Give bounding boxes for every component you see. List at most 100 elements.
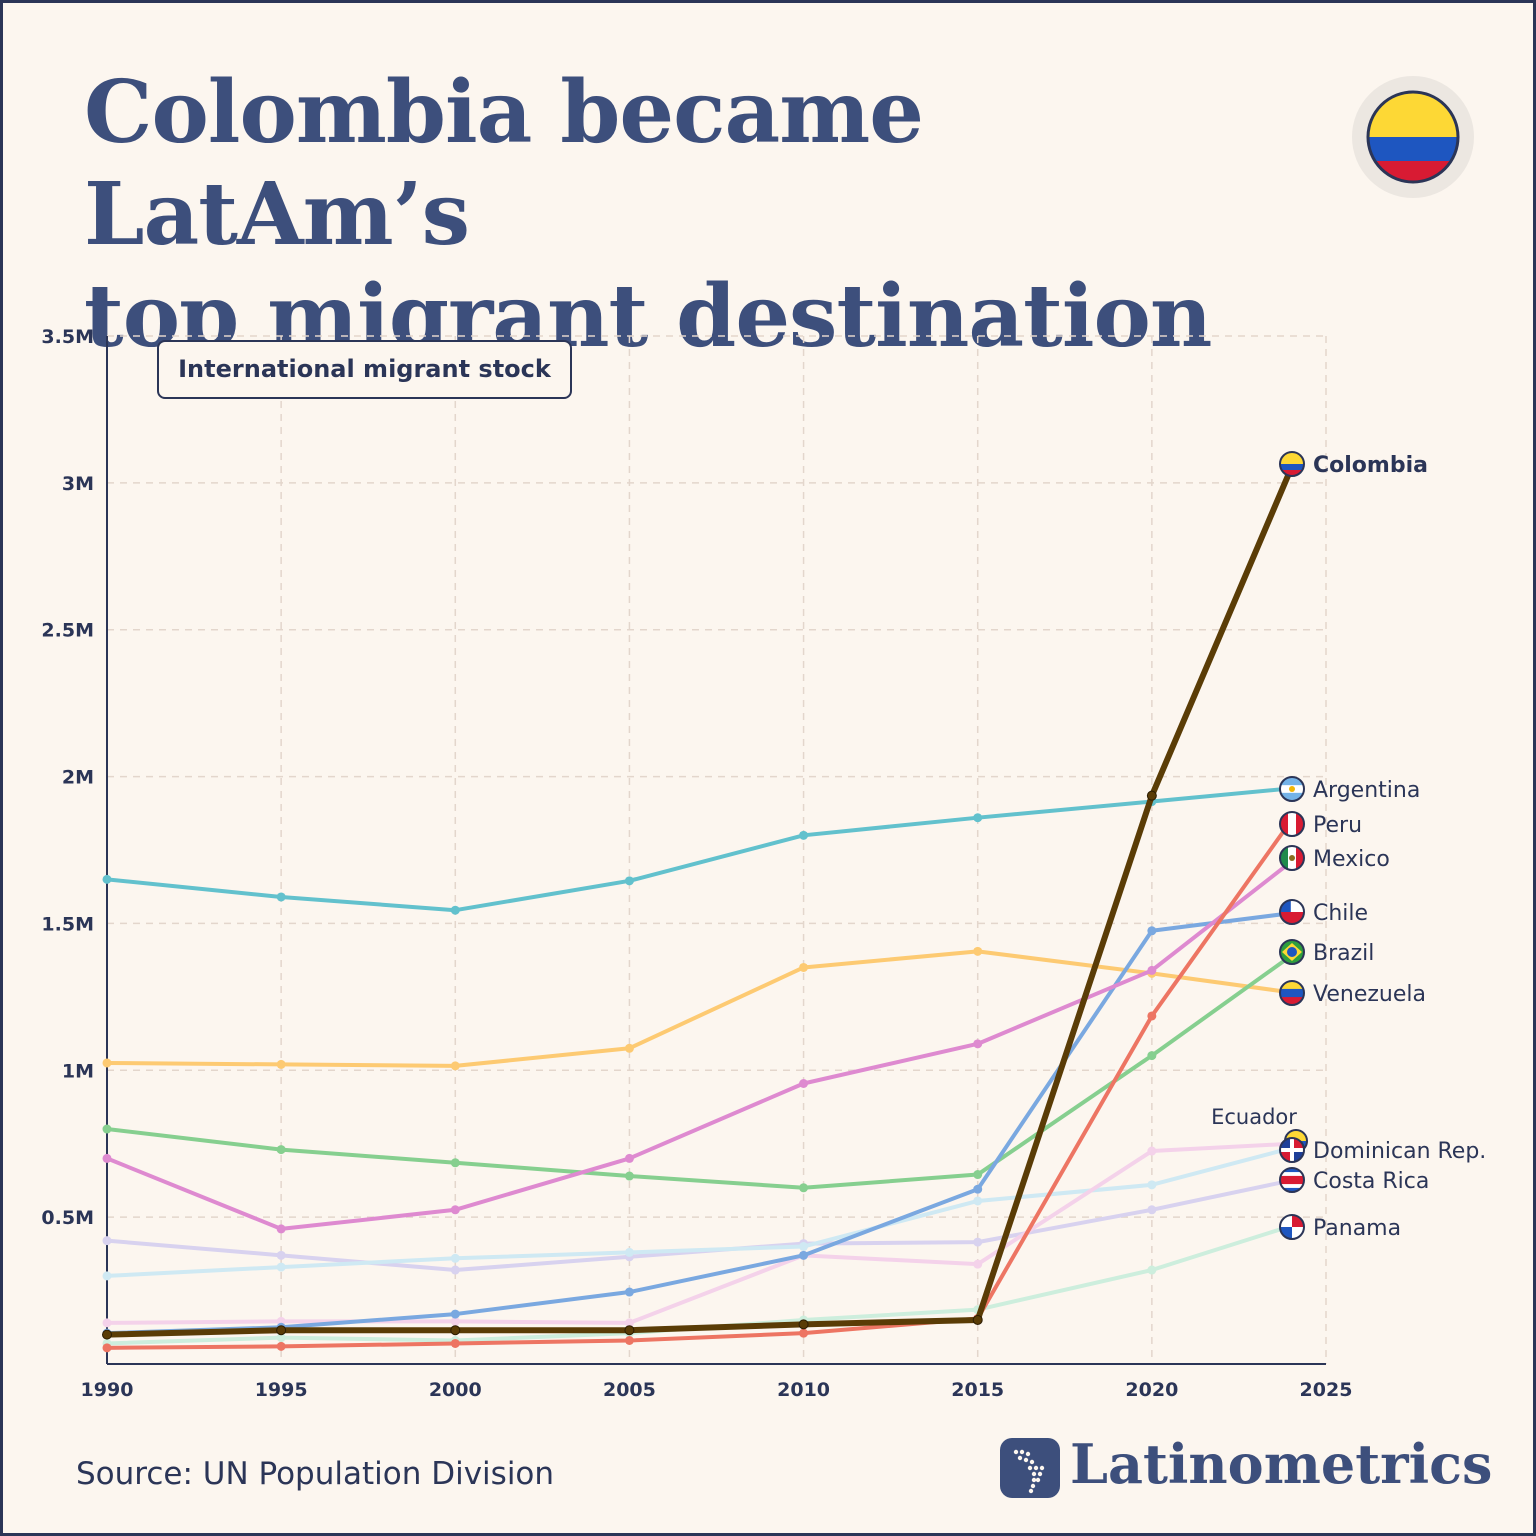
data-point	[624, 1325, 635, 1336]
panama-flag-icon	[1279, 1214, 1305, 1240]
chile-flag-icon	[1279, 899, 1305, 925]
data-point	[450, 1253, 460, 1263]
data-point	[450, 1265, 460, 1275]
source-note: Source: UN Population Division	[76, 1456, 555, 1492]
data-point	[973, 1039, 983, 1049]
data-point	[102, 1124, 112, 1134]
data-point	[1147, 1265, 1157, 1275]
data-point	[450, 1325, 461, 1336]
series-venezuela	[102, 946, 1296, 1071]
x-tick-label: 2000	[429, 1379, 482, 1401]
series-line	[105, 818, 1294, 1350]
series-lines	[102, 463, 1297, 1353]
data-point	[624, 1247, 634, 1257]
data-point	[799, 1250, 809, 1260]
y-tick-label: 3.5M	[41, 326, 94, 348]
data-point	[799, 830, 809, 840]
data-point	[276, 1325, 287, 1336]
colombia-flag-icon	[1352, 76, 1474, 198]
data-point	[276, 1250, 286, 1260]
series-line	[104, 465, 1295, 1338]
data-point	[450, 1316, 460, 1326]
data-point	[624, 1336, 634, 1346]
data-point	[450, 905, 460, 915]
series-label-ecuador: Ecuador	[1211, 1105, 1297, 1129]
peru-flag-icon	[1279, 811, 1305, 837]
series-label-peru: Peru	[1313, 813, 1362, 838]
series-label-colombia: Colombia	[1313, 453, 1428, 478]
data-point	[624, 1287, 634, 1297]
series-label-brazil: Brazil	[1313, 941, 1374, 966]
data-point	[1147, 1205, 1157, 1215]
data-point	[102, 1058, 112, 1068]
series-brazil	[102, 951, 1296, 1193]
data-point	[624, 1318, 634, 1328]
series-label-argentina: Argentina	[1313, 778, 1420, 803]
data-point	[276, 1333, 286, 1343]
dominican-rep--flag-icon	[1279, 1137, 1305, 1163]
data-point	[799, 962, 809, 972]
data-point	[276, 1262, 286, 1272]
series-label-mexico: Mexico	[1313, 847, 1390, 872]
brand-name: Latinometrics	[1070, 1432, 1493, 1496]
data-point	[973, 946, 983, 956]
series-mexico	[102, 857, 1296, 1234]
series-label-panama: Panama	[1313, 1216, 1401, 1241]
venezuela-flag-icon	[1279, 980, 1305, 1006]
series-label-venezuela: Venezuela	[1313, 982, 1426, 1007]
data-point	[102, 1343, 112, 1353]
data-point	[102, 1271, 112, 1281]
data-point	[450, 1061, 460, 1071]
data-point	[1147, 965, 1157, 975]
data-point	[973, 1259, 983, 1269]
series-line	[105, 953, 1294, 1190]
data-point	[973, 813, 983, 823]
data-point	[624, 1153, 634, 1163]
series-label-chile: Chile	[1313, 901, 1368, 926]
y-tick-label: 1.5M	[41, 913, 94, 935]
data-point	[450, 1158, 460, 1168]
series-labels: Ecuador Colombia Argentina Peru Mexico Chile B…	[1211, 451, 1486, 1241]
data-point	[624, 876, 634, 886]
data-point	[102, 1236, 112, 1246]
data-point	[276, 892, 286, 902]
data-point	[973, 1237, 983, 1247]
series-label-dominican-rep-: Dominican Rep.	[1313, 1139, 1486, 1164]
data-point	[276, 1059, 286, 1069]
series-line	[105, 859, 1294, 1231]
data-point	[102, 1153, 112, 1163]
series-line	[105, 911, 1294, 1336]
data-point	[1147, 1051, 1157, 1061]
y-tick-label: 0.5M	[41, 1207, 94, 1229]
y-tick-label: 2.5M	[41, 620, 94, 642]
brazil-flag-icon	[1279, 939, 1305, 965]
series-line	[105, 1141, 1294, 1325]
data-point	[624, 1171, 634, 1181]
data-point	[1147, 1146, 1157, 1156]
data-point	[799, 1079, 809, 1089]
x-tick-label: 2020	[1125, 1379, 1178, 1401]
y-tick-label: 3M	[62, 473, 94, 495]
x-tick-label: 2015	[951, 1379, 1004, 1401]
series-label-costa-rica: Costa Rica	[1313, 1169, 1429, 1194]
brand-logo: Latinometrics	[1000, 1432, 1492, 1500]
argentina-flag-icon	[1279, 776, 1305, 802]
data-point	[1147, 1011, 1157, 1021]
data-point	[973, 1196, 983, 1206]
data-point	[276, 1224, 286, 1234]
series-line	[105, 786, 1294, 913]
y-tick-label: 2M	[62, 767, 94, 789]
x-tick-label: 2010	[777, 1379, 830, 1401]
chart-subtitle-box: International migrant stock	[157, 340, 572, 399]
data-point	[102, 1329, 112, 1340]
data-point	[972, 1314, 983, 1325]
data-point	[973, 1170, 983, 1180]
y-tick-label: 1M	[62, 1060, 94, 1082]
data-point	[276, 1341, 286, 1351]
data-point	[1146, 790, 1157, 801]
data-point	[450, 1205, 460, 1215]
series-dominican-rep-	[102, 1143, 1296, 1281]
data-point	[450, 1309, 460, 1319]
data-point	[973, 1184, 983, 1194]
